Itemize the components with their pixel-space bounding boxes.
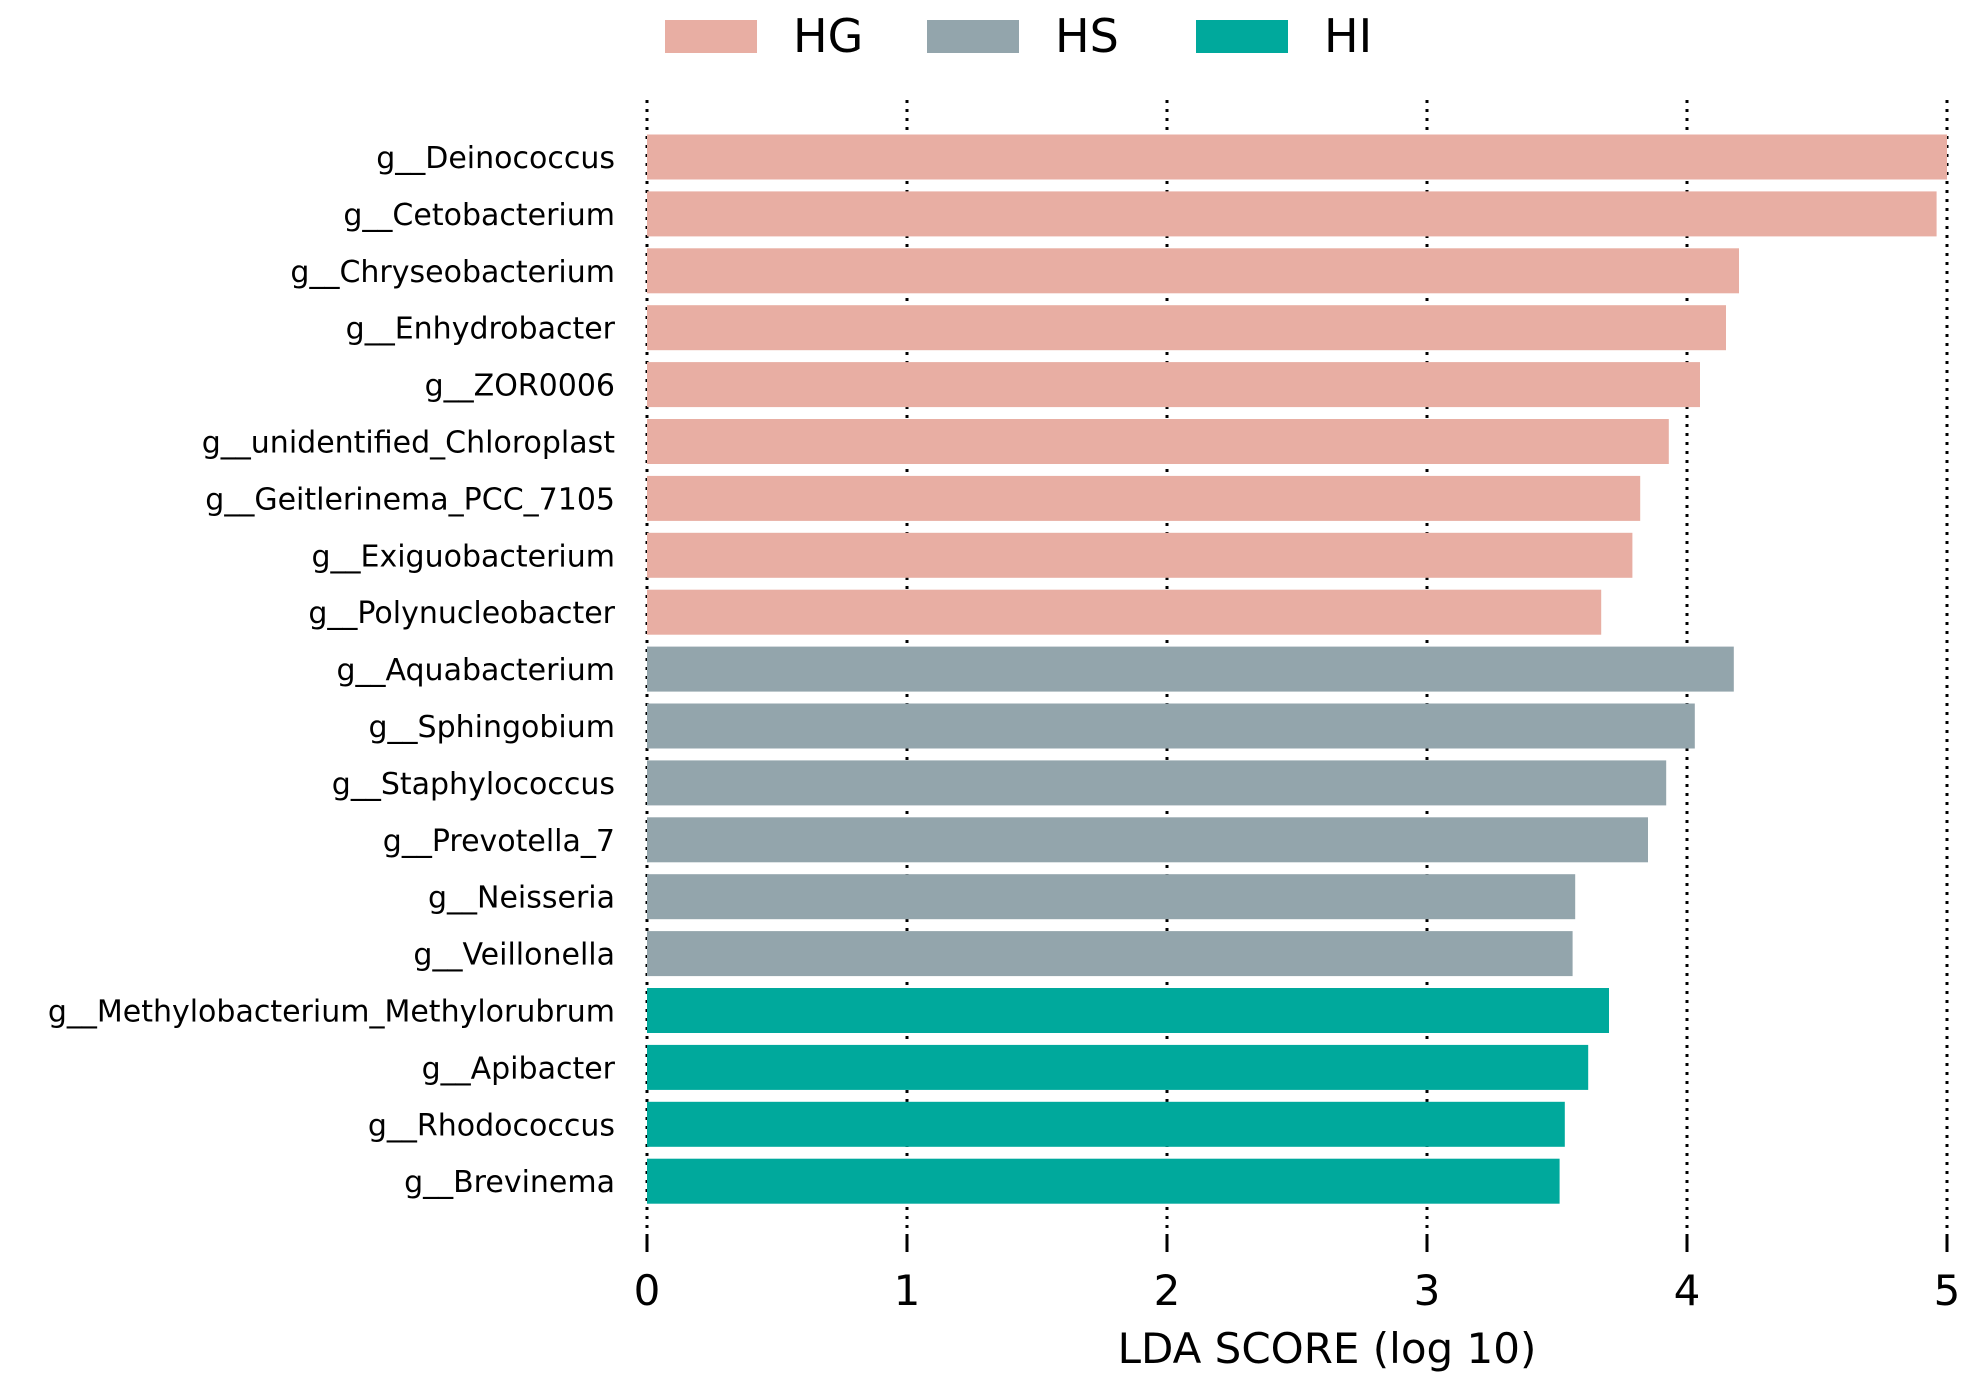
x-axis-ticks: 0 1 2 3 4 5 <box>634 1237 1961 1315</box>
bar-g__Neisseria <box>647 874 1576 920</box>
x-axis-title: LDA SCORE (log 10) <box>1118 1324 1537 1373</box>
category-labels: g__Deinococcus g__Cetobacterium g__Chryseo… <box>48 141 616 1200</box>
bar-g__Sphingobium <box>647 703 1695 749</box>
legend-swatch-hs <box>927 20 1019 53</box>
legend-swatch-hg <box>665 20 757 53</box>
category-label: g__Veillonella <box>413 938 615 973</box>
bar-g__ZOR0006 <box>647 362 1700 408</box>
bar-g__Methylobacterium_Methylorubrum <box>647 988 1609 1033</box>
bar-g__Veillonella <box>647 931 1573 977</box>
x-tick-label: 5 <box>1934 1266 1961 1315</box>
bar-g__Brevinema <box>647 1158 1560 1204</box>
category-label: g__Polynucleobacter <box>308 596 615 631</box>
x-tick-label: 4 <box>1674 1266 1701 1315</box>
category-label: g__Apibacter <box>422 1051 616 1086</box>
category-label: g__Methylobacterium_Methylorubrum <box>48 995 615 1030</box>
category-label: g__Deinococcus <box>376 141 615 176</box>
category-label: g__Cetobacterium <box>343 198 615 233</box>
legend-swatch-hi <box>1196 20 1288 53</box>
category-label: g__Neisseria <box>428 881 615 916</box>
category-label: g__Geitlerinema_PCC_7105 <box>205 482 615 517</box>
bar-g__unidentified_Chloroplast <box>647 419 1669 464</box>
legend-label-hg: HG <box>793 9 863 63</box>
category-label: g__Prevotella_7 <box>383 824 615 859</box>
category-label: g__Staphylococcus <box>332 767 615 802</box>
bar-g__Apibacter <box>647 1044 1589 1090</box>
bar-g__Prevotella_7 <box>647 817 1648 863</box>
category-label: g__Exiguobacterium <box>311 539 615 574</box>
bar-g__Cetobacterium <box>647 191 1937 237</box>
category-label: g__Rhodococcus <box>368 1108 615 1143</box>
bars <box>647 134 1947 1204</box>
bar-g__Polynucleobacter <box>647 589 1602 635</box>
legend-label-hi: HI <box>1324 9 1372 63</box>
category-label: g__Chryseobacterium <box>290 255 615 290</box>
category-label: g__unidentified_Chloroplast <box>202 426 615 461</box>
x-tick-label: 0 <box>634 1266 661 1315</box>
legend-label-hs: HS <box>1055 9 1119 63</box>
bar-g__Aquabacterium <box>647 646 1734 692</box>
x-tick-label: 3 <box>1414 1266 1441 1315</box>
bar-g__Geitlerinema_PCC_7105 <box>647 475 1641 521</box>
x-tick-label: 2 <box>1154 1266 1181 1315</box>
category-label: g__Brevinema <box>404 1165 615 1200</box>
category-label: g__Enhydrobacter <box>346 312 616 347</box>
x-tick-label: 1 <box>894 1266 921 1315</box>
category-label: g__ZOR0006 <box>425 369 615 404</box>
legend: HG HS HI <box>665 9 1372 63</box>
category-label: g__Aquabacterium <box>336 653 615 688</box>
bar-g__Rhodococcus <box>647 1101 1565 1147</box>
bar-g__Enhydrobacter <box>647 305 1726 351</box>
bar-g__Deinococcus <box>647 134 1947 180</box>
bar-g__Exiguobacterium <box>647 532 1633 578</box>
category-label: g__Sphingobium <box>368 710 615 745</box>
bar-g__Staphylococcus <box>647 760 1667 806</box>
bar-g__Chryseobacterium <box>647 248 1739 294</box>
